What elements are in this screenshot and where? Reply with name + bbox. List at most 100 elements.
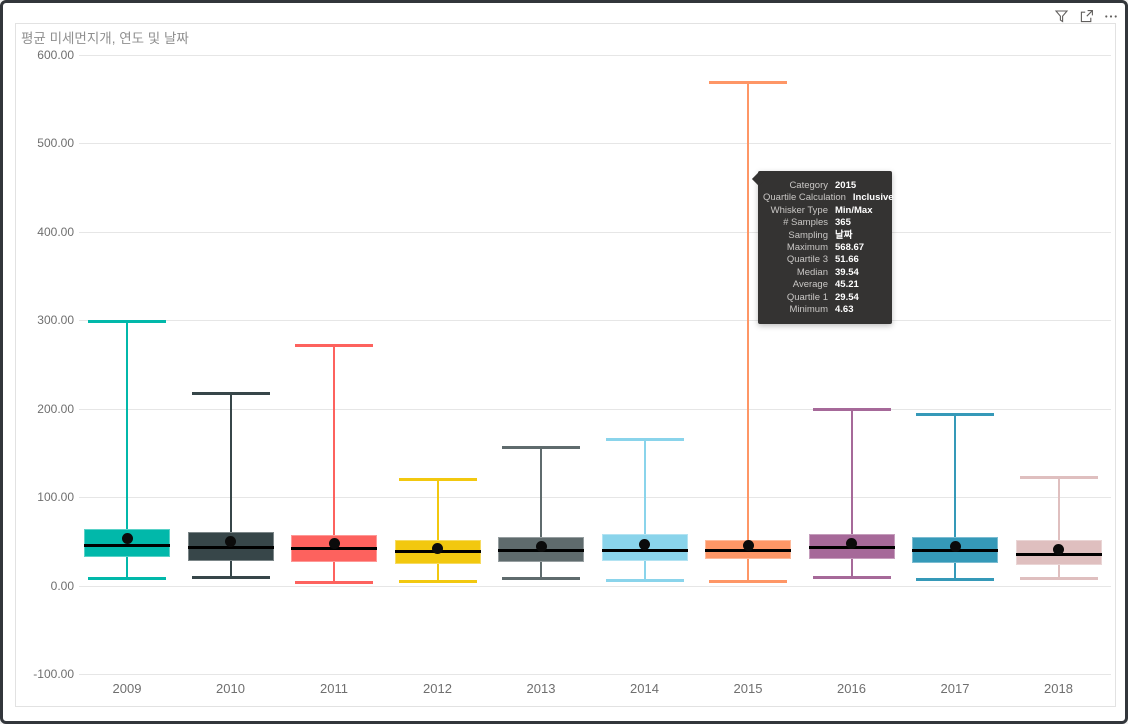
whisker-line bbox=[850, 409, 853, 577]
more-options-icon[interactable] bbox=[1103, 8, 1119, 24]
tooltip-row: Quartile Calculation Inclusive bbox=[763, 192, 894, 204]
mean-dot bbox=[432, 543, 443, 555]
whisker-cap-min bbox=[88, 576, 166, 580]
y-axis-tick-label: 0.00 bbox=[50, 578, 74, 593]
y-axis-tick-label: 200.00 bbox=[37, 401, 74, 416]
tooltip-row-label: # Samples bbox=[783, 217, 828, 229]
whisker-cap-max bbox=[709, 81, 787, 85]
mean-dot bbox=[328, 538, 340, 550]
whisker-cap-max bbox=[295, 343, 373, 347]
mean-dot bbox=[846, 537, 857, 549]
y-axis-tick-label: 500.00 bbox=[37, 136, 74, 150]
tooltip-row-value: 4.63 bbox=[835, 304, 854, 316]
gridline bbox=[79, 54, 1111, 56]
whisker-cap-min bbox=[191, 575, 270, 579]
tooltip-row: Maximum 568.67 bbox=[763, 242, 885, 254]
tooltip-row-value: 39.54 bbox=[835, 266, 859, 278]
whisker-cap-min bbox=[916, 578, 994, 582]
tooltip-row-label: Median bbox=[796, 266, 828, 278]
whisker-line bbox=[540, 447, 542, 579]
x-axis-category-label: 2014 bbox=[630, 681, 659, 696]
whisker-cap-max bbox=[812, 408, 891, 412]
tooltip-row-label: Maximum bbox=[786, 242, 828, 254]
tooltip-row-value: 29.54 bbox=[835, 291, 859, 303]
x-axis-category-label: 2016 bbox=[837, 681, 866, 696]
tooltip-row-value: 45.21 bbox=[835, 279, 859, 291]
tooltip-row-label: Whisker Type bbox=[770, 204, 828, 216]
whisker-cap-min bbox=[1019, 576, 1098, 580]
tooltip-row-value: 2015 bbox=[835, 180, 857, 191]
tooltip-row-label: Category bbox=[789, 180, 828, 191]
tooltip-row: Sampling 날짜 bbox=[763, 230, 885, 242]
tooltip-row-value: 51.66 bbox=[835, 254, 859, 266]
y-axis-tick-label: 600.00 bbox=[37, 47, 74, 62]
tooltip-row-value: 365 bbox=[835, 217, 851, 229]
tooltip-row-label: Quartile Calculation bbox=[763, 192, 846, 204]
mean-dot bbox=[225, 535, 236, 547]
whisker-cap-min bbox=[295, 580, 373, 584]
whisker-cap-max bbox=[502, 446, 580, 450]
y-axis-tick-label: 400.00 bbox=[37, 224, 74, 239]
y-axis-tick-label: -100.00 bbox=[33, 667, 74, 681]
tooltip-row-value: 날짜 bbox=[835, 229, 853, 241]
whisker-line bbox=[747, 82, 749, 582]
mean-dot bbox=[742, 539, 754, 551]
whisker-line bbox=[954, 413, 956, 580]
gridline bbox=[79, 143, 1111, 144]
gridline bbox=[79, 231, 1111, 233]
whisker-cap-min bbox=[709, 580, 787, 584]
x-axis-category-label: 2013 bbox=[526, 681, 556, 696]
mean-dot bbox=[1053, 543, 1064, 555]
filter-icon[interactable] bbox=[1053, 8, 1069, 24]
whisker-cap-max bbox=[916, 412, 994, 416]
mean-dot bbox=[535, 540, 547, 552]
gridline bbox=[79, 585, 1111, 587]
x-axis-category-label: 2010 bbox=[216, 681, 245, 696]
x-axis-category-label: 2011 bbox=[320, 681, 348, 696]
whisker-cap-min bbox=[605, 579, 684, 583]
visual-header bbox=[1053, 8, 1119, 24]
tooltip-row-value: 568.67 bbox=[835, 242, 865, 254]
tooltip-row: Whisker Type Min/Max bbox=[763, 205, 885, 217]
focus-mode-icon[interactable] bbox=[1078, 8, 1094, 24]
visual-title: 평균 미세먼지개, 연도 및 날짜 bbox=[21, 31, 189, 46]
whisker-cap-max bbox=[191, 392, 270, 396]
tooltip-row-label: Sampling bbox=[788, 229, 828, 241]
tooltip-row-label: Quartile 3 bbox=[786, 254, 828, 266]
whisker-line bbox=[643, 439, 646, 581]
x-axis-category-label: 2017 bbox=[940, 681, 970, 696]
y-axis-tick-label: 300.00 bbox=[37, 313, 74, 327]
tooltip-row-label: Average bbox=[792, 279, 828, 291]
gridline bbox=[79, 408, 1111, 410]
whisker-cap-max bbox=[398, 478, 477, 482]
gridline bbox=[79, 674, 1111, 675]
whisker-line bbox=[1057, 476, 1060, 578]
tooltip-row-value: Min/Max bbox=[835, 204, 873, 216]
whisker-cap-max bbox=[605, 438, 684, 442]
tooltip-row-value: Inclusive bbox=[852, 192, 894, 204]
whisker-cap-min bbox=[812, 575, 891, 579]
whisker-cap-min bbox=[502, 577, 580, 581]
x-axis-category-label: 2009 bbox=[112, 681, 142, 696]
median-line bbox=[187, 545, 274, 549]
tooltip-row-label: Quartile 1 bbox=[786, 291, 828, 303]
whisker-line bbox=[126, 320, 128, 578]
gridline bbox=[79, 320, 1111, 321]
whisker-cap-max bbox=[88, 319, 166, 323]
tooltip-row: Category 2015 bbox=[763, 180, 885, 192]
mean-dot bbox=[949, 541, 961, 553]
tooltip: Category 2015 Quartile Calculation Inclusiv… bbox=[751, 171, 894, 325]
plot-area: 600.00 500.00 400.00 300.00 200.00 100.00 0.00… bbox=[16, 24, 1115, 706]
x-axis-category-label: 2018 bbox=[1044, 681, 1073, 696]
mean-dot bbox=[639, 538, 650, 550]
tooltip-rows: Category 2015 Quartile Calculation Inclusiv… bbox=[763, 180, 894, 316]
tooltip-row: Median 39.54 bbox=[763, 267, 885, 279]
whisker-cap-min bbox=[398, 580, 477, 584]
tooltip-row: Average 45.21 bbox=[763, 279, 885, 291]
whisker-cap-max bbox=[1019, 475, 1098, 479]
visual-card: 평균 미세먼지개, 연도 및 날짜 600.00 500.00 400.00 300.… bbox=[15, 23, 1116, 707]
gridline bbox=[79, 497, 1111, 498]
whisker-line bbox=[436, 479, 439, 582]
tooltip-row: Minimum 4.63 bbox=[763, 304, 885, 316]
